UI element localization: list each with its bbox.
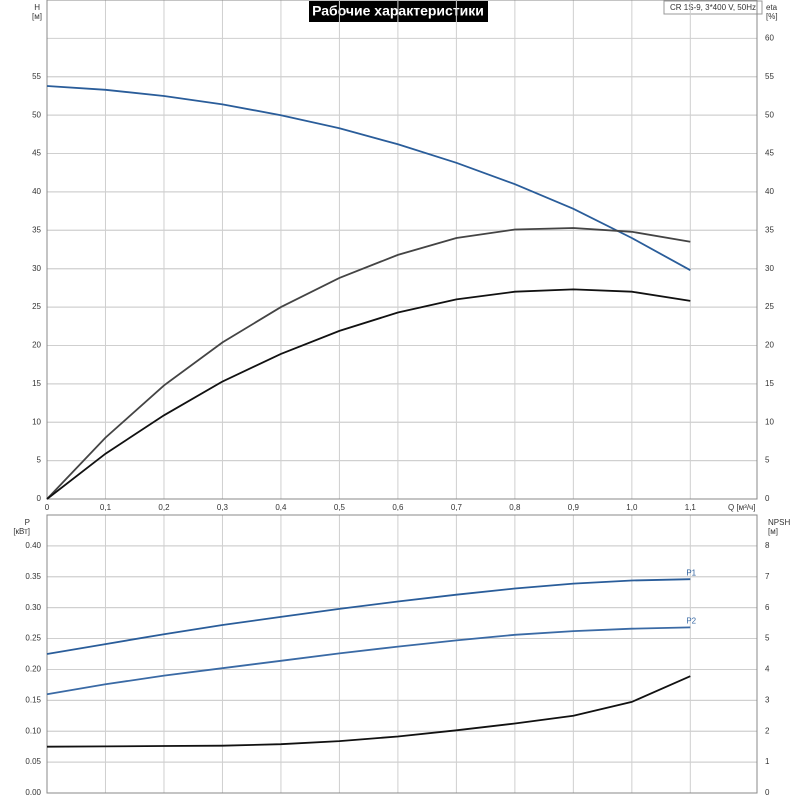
y-tick-label: 0.30 — [25, 603, 41, 612]
y-tick-label: 20 — [32, 341, 41, 350]
x-tick-label: 1,1 — [685, 503, 697, 512]
curve — [46, 626, 691, 696]
curve — [46, 227, 691, 500]
y2-tick-label: 25 — [765, 302, 774, 311]
y2-tick-label: 2 — [765, 726, 770, 735]
y2-label: eta — [766, 3, 778, 12]
series-label: P2 — [686, 617, 696, 626]
x-tick-label: 1,0 — [626, 503, 638, 512]
y-unit: [кВт] — [13, 527, 30, 536]
x-tick-label: 0,2 — [158, 503, 170, 512]
y2-tick-label: 0 — [765, 494, 770, 503]
curve — [46, 675, 691, 748]
y-tick-label: 30 — [32, 264, 41, 273]
y2-tick-label: 5 — [765, 456, 770, 465]
subtitle-box — [663, 0, 763, 15]
curve — [46, 578, 691, 655]
y2-tick-label: 6 — [765, 603, 770, 612]
x-tick-label: 0 — [45, 503, 50, 512]
plot-frame — [46, 0, 758, 500]
x-tick-label: 0,4 — [275, 503, 287, 512]
y-tick-label: 55 — [32, 72, 41, 81]
y-tick-label: 35 — [32, 225, 41, 234]
x-tick-label: 0,1 — [100, 503, 112, 512]
y-tick-label: 10 — [32, 417, 41, 426]
y-tick-label: 0.00 — [25, 788, 41, 797]
y-label: H — [34, 3, 40, 12]
y2-tick-label: 4 — [765, 665, 770, 674]
x-tick-label: 0,7 — [451, 503, 463, 512]
y-tick-label: 0.40 — [25, 541, 41, 550]
y-label: P — [25, 518, 30, 527]
y2-tick-label: 5 — [765, 634, 770, 643]
series-label: P1 — [686, 568, 696, 577]
y2-tick-label: 8 — [765, 541, 770, 550]
y-tick-label: 0.25 — [25, 634, 41, 643]
y-tick-label: 0 — [37, 494, 42, 503]
x-tick-label: 0,8 — [509, 503, 521, 512]
y2-tick-label: 35 — [765, 225, 774, 234]
y2-tick-label: 7 — [765, 572, 770, 581]
y2-tick-label: 45 — [765, 149, 774, 158]
y2-unit: [%] — [766, 12, 778, 21]
x-tick-label: 0,9 — [568, 503, 580, 512]
curve — [46, 85, 691, 271]
y-tick-label: 40 — [32, 187, 41, 196]
y2-tick-label: 55 — [765, 72, 774, 81]
y-tick-label: 0.15 — [25, 695, 41, 704]
plot-frame — [46, 514, 758, 794]
y-tick-label: 0.20 — [25, 665, 41, 674]
y-tick-label: 25 — [32, 302, 41, 311]
y-tick-label: 50 — [32, 110, 41, 119]
y2-tick-label: 10 — [765, 417, 774, 426]
y2-tick-label: 1 — [765, 757, 770, 766]
y2-tick-label: 50 — [765, 110, 774, 119]
y2-unit: [м] — [768, 527, 778, 536]
curve — [46, 288, 691, 500]
y-tick-label: 45 — [32, 149, 41, 158]
y2-tick-label: 60 — [765, 33, 774, 42]
y2-tick-label: 3 — [765, 695, 770, 704]
x-label: Q [м³/ч] — [728, 503, 755, 512]
y2-tick-label: 20 — [765, 341, 774, 350]
y2-label: NPSH — [768, 518, 790, 527]
y-tick-label: 15 — [32, 379, 41, 388]
y2-tick-label: 40 — [765, 187, 774, 196]
y2-tick-label: 15 — [765, 379, 774, 388]
x-tick-label: 0,6 — [392, 503, 404, 512]
y2-tick-label: 30 — [765, 264, 774, 273]
x-tick-label: 0,5 — [334, 503, 346, 512]
y-tick-label: 0.05 — [25, 757, 41, 766]
y2-tick-label: 0 — [765, 788, 770, 797]
y-tick-label: 0.35 — [25, 572, 41, 581]
subtitle: CR 1S-9, 3*400 V, 50Hz — [670, 3, 756, 12]
y-tick-label: 0.10 — [25, 726, 41, 735]
y-unit: [м] — [32, 12, 42, 21]
y-tick-label: 5 — [37, 456, 42, 465]
title-box — [309, 1, 488, 22]
x-tick-label: 0,3 — [217, 503, 229, 512]
